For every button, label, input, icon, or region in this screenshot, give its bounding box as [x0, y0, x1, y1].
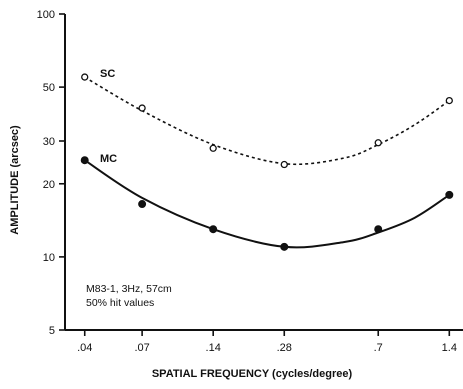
y-tick-label: 5 [49, 325, 55, 337]
annotation-line-2: 50% hit values [86, 297, 154, 309]
data-point-sc [280, 160, 288, 169]
data-point-mc [138, 200, 147, 209]
series-line-mc [84, 159, 450, 249]
x-tick-label: 1.4 [442, 342, 457, 354]
labels-layer: SPATIAL FREQUENCY (cycles/degree) AMPLIT… [9, 68, 352, 380]
series-label-sc: SC [100, 68, 115, 80]
data-point-mc [280, 242, 289, 251]
data-point-mc [209, 225, 218, 234]
series-line-sc [84, 76, 450, 166]
data-point-sc [81, 73, 89, 81]
data-point-sc [138, 104, 146, 112]
series-layer [80, 73, 454, 251]
data-point-sc [374, 139, 382, 147]
series-mc [80, 156, 454, 251]
data-point-mc [80, 156, 89, 165]
data-point-mc [445, 190, 454, 199]
y-tick-label: 30 [43, 136, 55, 148]
y-tick-label: 100 [37, 9, 55, 21]
x-tick-label: .07 [134, 342, 149, 354]
y-tick-label: 10 [43, 252, 55, 264]
data-point-mc [374, 225, 383, 234]
x-axis-label: SPATIAL FREQUENCY (cycles/degree) [152, 368, 353, 380]
data-point-sc [209, 144, 217, 152]
series-label-mc: MC [100, 153, 117, 165]
annotation-line-1: M83-1, 3Hz, 57cm [86, 283, 172, 295]
y-tick-label: 20 [43, 179, 55, 191]
axes-layer: 5 10 20 30 50 100 .04 .07 .14 .28 .7 1.4 [37, 9, 463, 354]
x-tick-label: .04 [77, 342, 92, 354]
y-axis-label: AMPLITUDE (arcsec) [9, 125, 21, 235]
data-point-sc [445, 96, 453, 105]
series-sc [81, 73, 453, 169]
x-tick-label: .14 [206, 342, 221, 354]
y-tick-label: 50 [43, 82, 55, 94]
x-tick-label: .28 [277, 342, 292, 354]
x-tick-label: .7 [374, 342, 383, 354]
